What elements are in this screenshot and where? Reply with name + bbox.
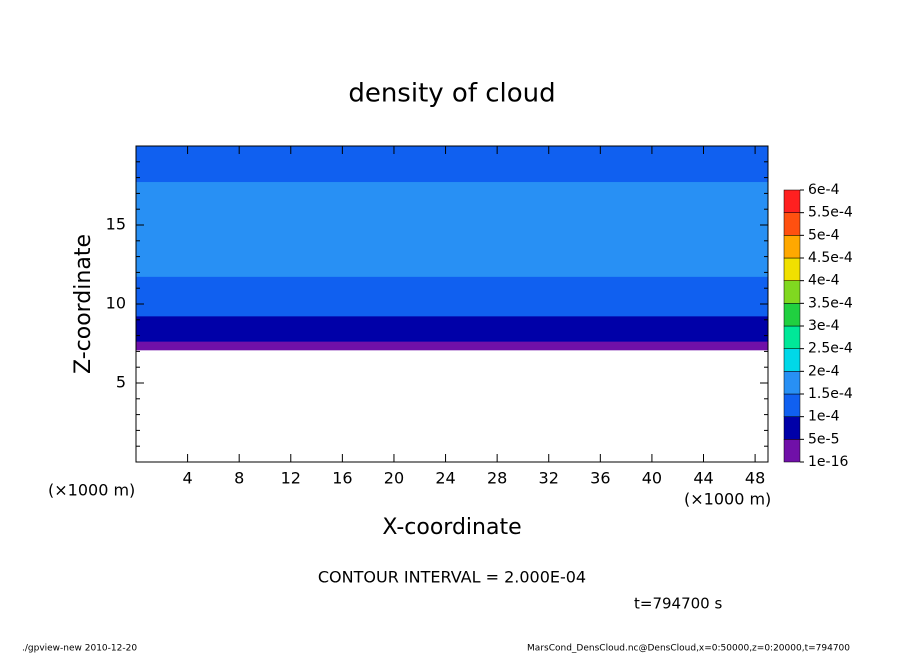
- colorbar-box: [783, 257, 801, 281]
- x-axis-label: X-coordinate: [382, 515, 521, 540]
- colorbar-box: [783, 348, 801, 372]
- contour-band: [136, 292, 768, 301]
- colorbar-label: 2.5e-4: [808, 341, 853, 357]
- chart-title: density of cloud: [348, 79, 555, 109]
- x-tick-label: 32: [539, 469, 559, 488]
- colorbar-label: 3.5e-4: [808, 295, 853, 311]
- time-label: t=794700 s: [634, 595, 722, 613]
- colorbar-label: 1.5e-4: [808, 386, 853, 402]
- colorbar-label: 3e-4: [808, 318, 840, 334]
- contour-band: [136, 189, 768, 202]
- colorbar-box: [783, 325, 801, 349]
- contour-band: [136, 169, 768, 183]
- contour-band: [136, 276, 768, 285]
- contour-band: [136, 153, 768, 171]
- contour-band: [136, 307, 768, 317]
- colorbar-label: 6e-4: [808, 182, 840, 198]
- colorbar-label: 4.5e-4: [808, 250, 853, 266]
- x-tick-label: 16: [332, 469, 352, 488]
- contour-band: [136, 248, 768, 265]
- colorbar-box: [783, 416, 801, 440]
- y-tick-label: 15: [106, 215, 126, 234]
- contour-interval: CONTOUR INTERVAL = 2.000E-04: [318, 568, 586, 587]
- contour-band: [136, 284, 768, 293]
- x-tick-label: 4: [182, 469, 192, 488]
- x-tick-label: 8: [234, 469, 244, 488]
- x-unit-label: (×1000 m): [48, 481, 135, 500]
- contour-band: [136, 346, 768, 351]
- contour-band: [136, 329, 768, 337]
- colorbar-box: [783, 212, 801, 236]
- x-unit-label: (×1000 m): [684, 490, 771, 509]
- x-tick-label: 36: [590, 469, 610, 488]
- contour-band: [136, 322, 768, 330]
- x-tick-label: 28: [487, 469, 507, 488]
- contour-band: [136, 201, 768, 218]
- y-tick-label: 10: [106, 294, 126, 313]
- contour-band: [136, 300, 768, 309]
- contour-band: [136, 341, 768, 348]
- colorbar-box: [783, 371, 801, 395]
- colorbar-box: [783, 189, 801, 213]
- colorbar-box: [783, 280, 801, 304]
- footer-right: MarsCond_DensCloud.nc@DensCloud,x=0:5000…: [527, 644, 850, 654]
- colorbar-box: [783, 303, 801, 327]
- x-tick-label: 44: [693, 469, 713, 488]
- contour-band: [136, 335, 768, 342]
- colorbar-box: [783, 439, 801, 463]
- x-tick-label: 40: [642, 469, 662, 488]
- contour-band: [136, 315, 768, 324]
- x-tick-label: 20: [384, 469, 404, 488]
- colorbar-box: [783, 235, 801, 259]
- colorbar-label: 4e-4: [808, 273, 840, 289]
- contour-band: [136, 217, 768, 234]
- colorbar-label: 5e-4: [808, 227, 840, 243]
- colorbar-label: 5.5e-4: [808, 205, 853, 221]
- x-tick-label: 48: [745, 469, 765, 488]
- x-tick-label: 12: [281, 469, 301, 488]
- colorbar-label: 5e-5: [808, 431, 839, 447]
- y-axis-label: Z-coordinate: [71, 234, 96, 374]
- contour-band: [136, 181, 768, 190]
- colorbar-box: [783, 393, 801, 417]
- contour-band: [136, 264, 768, 277]
- colorbar-label: 2e-4: [808, 363, 840, 379]
- colorbar-label: 1e-4: [808, 409, 840, 425]
- footer-left: ./gpview-new 2010-12-20: [22, 644, 137, 654]
- y-tick-label: 5: [116, 373, 126, 392]
- contour-band: [136, 146, 768, 155]
- contour-band: [136, 232, 768, 250]
- x-tick-label: 24: [435, 469, 455, 488]
- colorbar-label: 1e-16: [808, 454, 848, 470]
